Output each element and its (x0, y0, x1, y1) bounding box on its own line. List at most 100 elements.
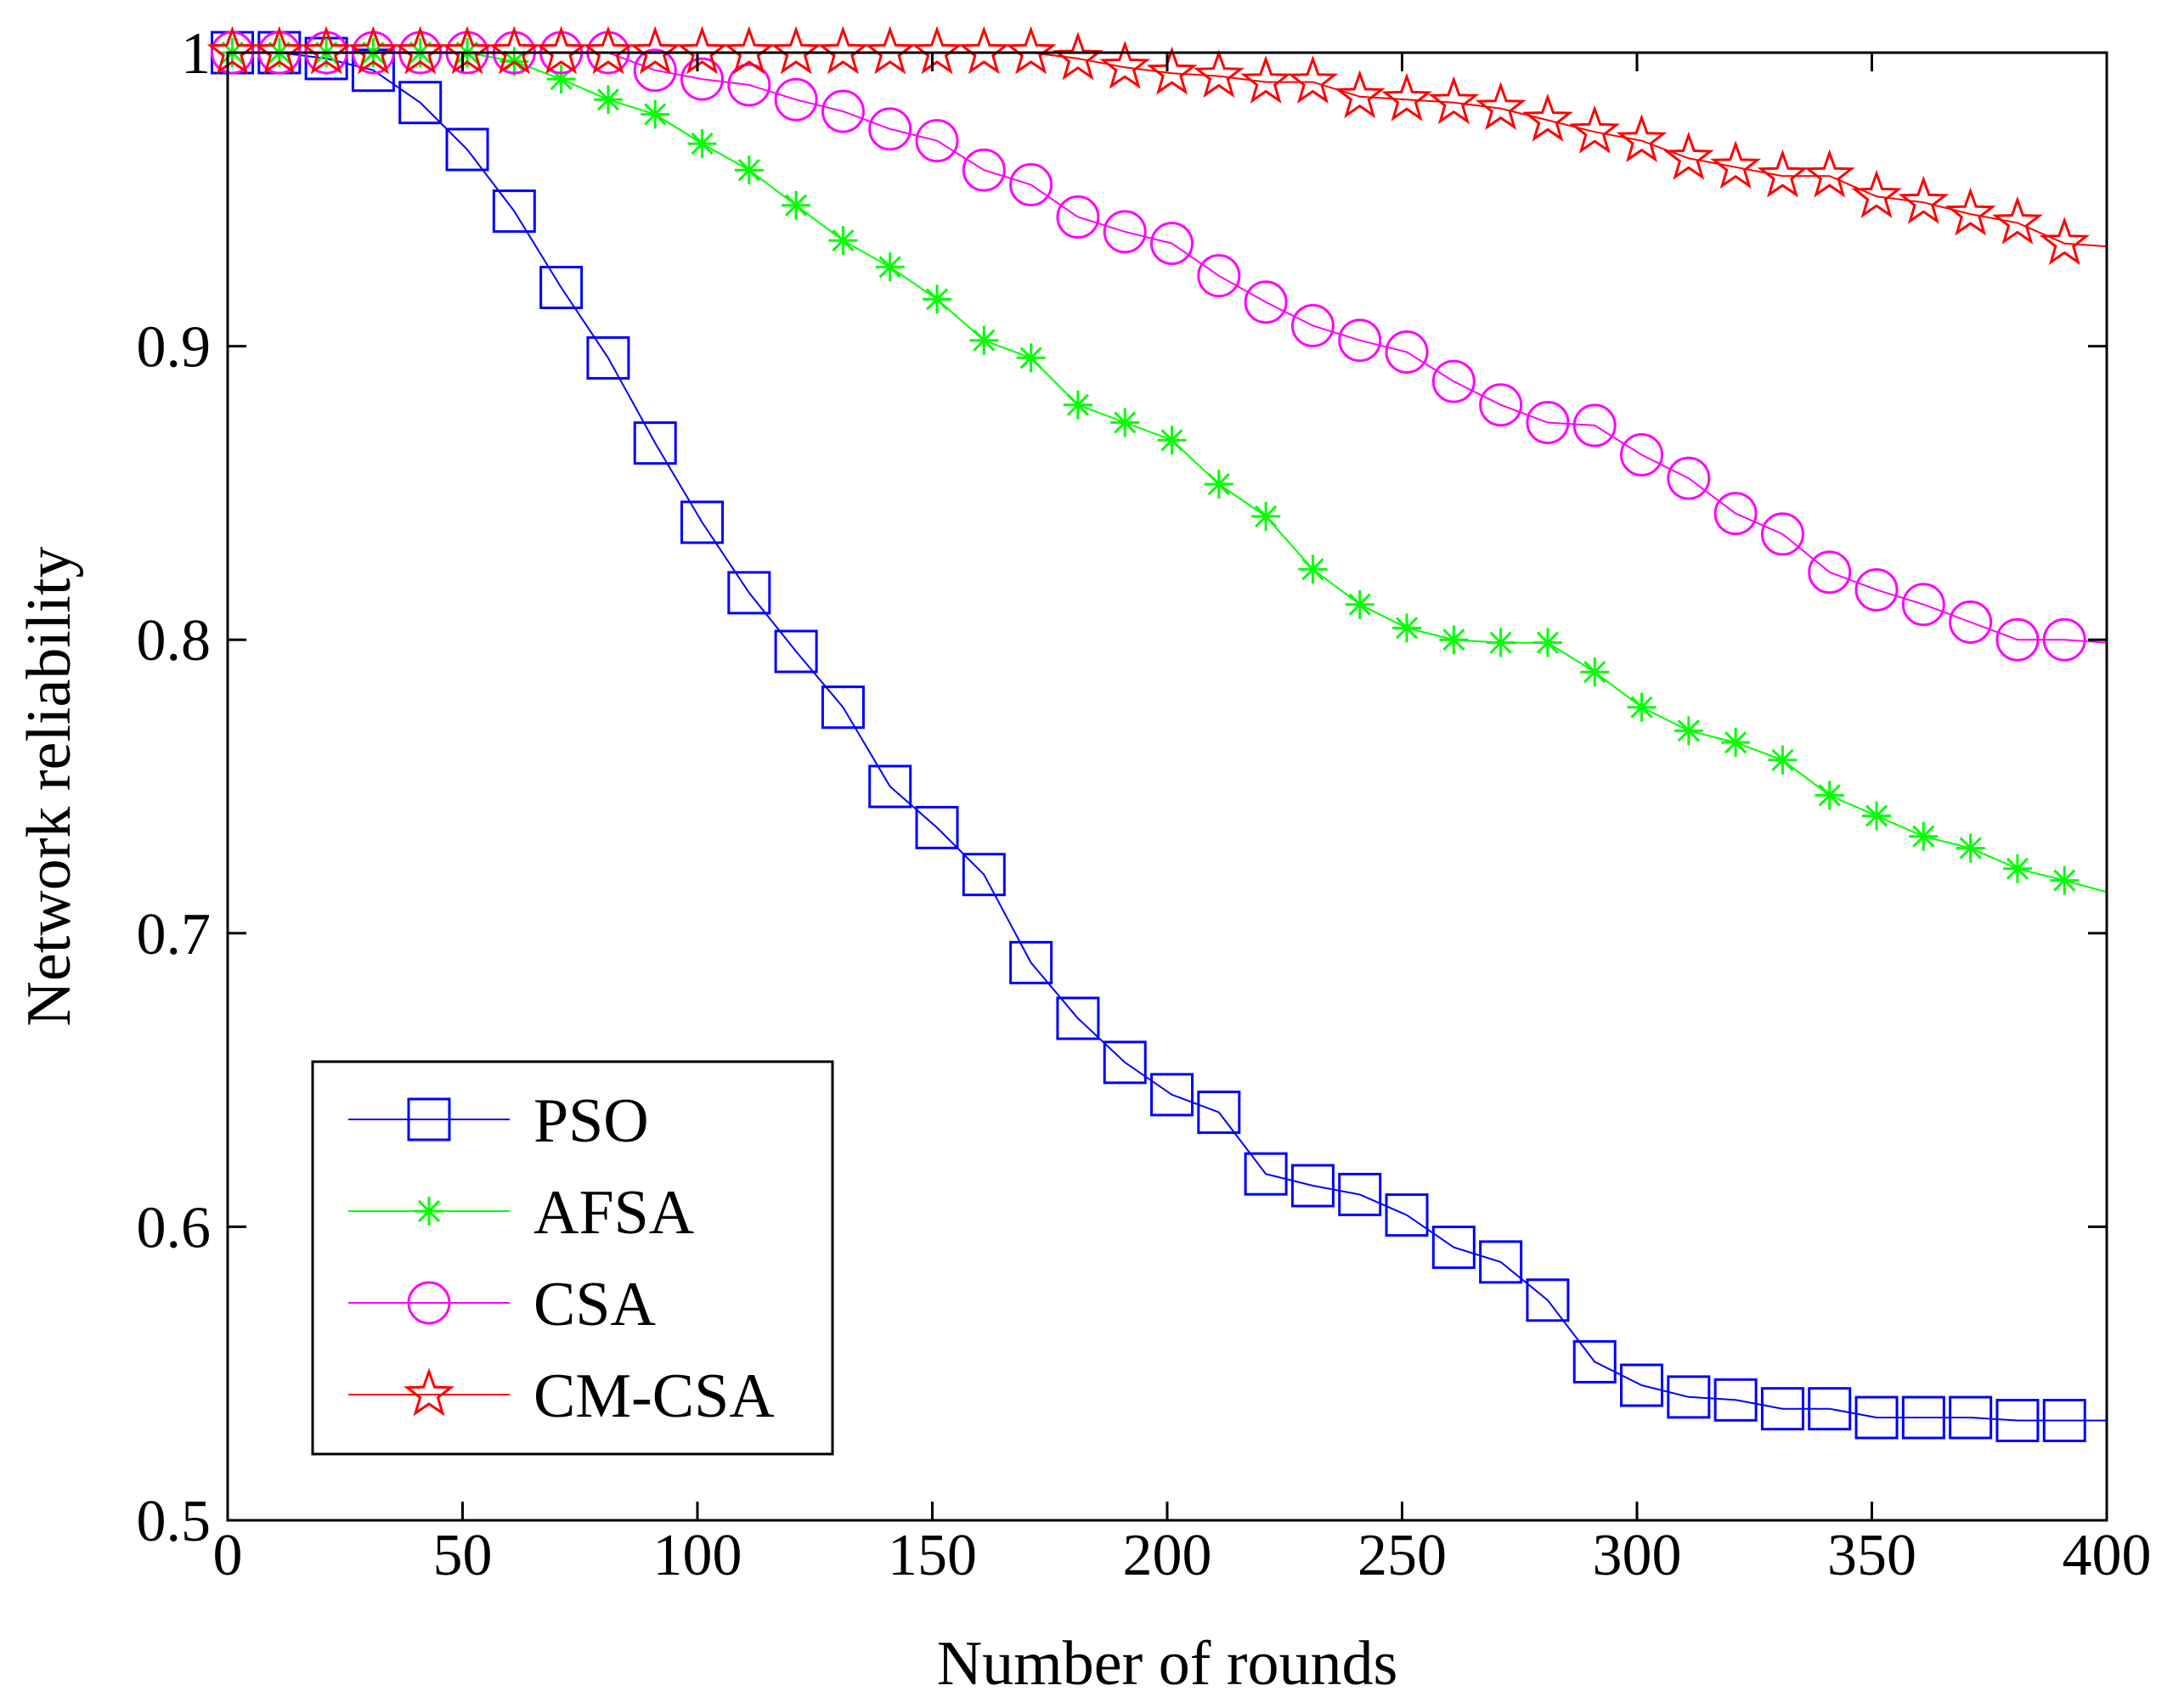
data-point-pso (774, 629, 818, 674)
data-point-csa (1949, 600, 1993, 644)
data-point-cm-csa (394, 25, 446, 75)
data-point-afsa (2002, 854, 2032, 883)
y-tick-label: 0.9 (137, 315, 212, 380)
x-tick-label: 250 (1357, 1523, 1447, 1588)
x-tick-label: 350 (1827, 1523, 1916, 1588)
data-point-afsa (1157, 426, 1187, 455)
data-point-cm-csa (1475, 82, 1527, 131)
data-point-cm-csa (347, 25, 399, 75)
data-point-cm-csa (1569, 104, 1621, 154)
data-point-cm-csa (253, 25, 305, 75)
data-point-pso (1338, 1172, 1382, 1216)
data-point-cm-csa (817, 25, 869, 75)
series-cm-csa (206, 25, 2108, 266)
data-point-csa (962, 148, 1006, 192)
data-point-afsa (969, 325, 999, 355)
data-point-cm-csa (723, 25, 775, 75)
data-point-pso (727, 571, 771, 615)
data-point-csa (1385, 330, 1429, 375)
data-point-cm-csa (676, 25, 728, 75)
data-point-pso (633, 421, 677, 465)
data-point-pso (680, 500, 725, 544)
data-point-pso (962, 853, 1006, 897)
data-point-csa (1901, 583, 1945, 627)
data-point-csa (821, 89, 865, 133)
data-point-csa (1808, 550, 1852, 595)
data-point-csa (1620, 432, 1664, 476)
data-point-afsa (1016, 343, 1046, 373)
x-tick-label: 400 (2063, 1523, 2152, 1588)
data-point-csa (1713, 492, 1758, 536)
data-point-csa (1526, 400, 1570, 444)
data-point-pso (1667, 1375, 1711, 1419)
data-point-afsa (1956, 833, 1985, 863)
data-point-csa (633, 48, 677, 93)
data-point-pso (2042, 1398, 2086, 1442)
data-point-afsa (546, 65, 576, 94)
data-point-cm-csa (1757, 149, 1809, 198)
data-point-csa (1995, 617, 2040, 662)
x-axis-title: Number of rounds (937, 1629, 1398, 1699)
data-point-csa (1197, 254, 1241, 298)
data-point-afsa (875, 252, 905, 282)
data-point-csa (1338, 318, 1382, 363)
data-point-afsa (782, 190, 811, 220)
data-point-pso (1197, 1091, 1241, 1135)
data-point-cm-csa (1287, 55, 1339, 104)
data-point-cm-csa (1381, 72, 1432, 121)
y-tick-label: 0.5 (137, 1489, 212, 1554)
y-tick-label: 0.8 (137, 608, 212, 674)
data-point-afsa (1862, 801, 1892, 831)
data-point-csa (1009, 163, 1053, 207)
data-point-cm-csa (864, 25, 916, 75)
data-point-pso (1760, 1387, 1804, 1431)
data-point-pso (398, 81, 443, 125)
legend-box (311, 1060, 834, 1456)
data-point-cm-csa (1053, 31, 1103, 81)
data-point-cm-csa (583, 25, 634, 75)
data-point-pso (1009, 940, 1053, 984)
data-point-afsa (1673, 716, 1703, 746)
legend-marker-afsa (415, 1197, 443, 1226)
data-point-pso (1150, 1073, 1194, 1117)
x-tick-label: 300 (1593, 1523, 1682, 1588)
data-point-cm-csa (1662, 131, 1714, 180)
data-point-afsa (641, 99, 670, 129)
data-point-pso (1431, 1226, 1476, 1270)
data-point-pso (1244, 1152, 1288, 1196)
legend-marker-csa (407, 1281, 451, 1325)
data-point-cm-csa (1240, 55, 1292, 104)
legend-entry-pso: PSO (348, 1086, 649, 1156)
data-point-pso (868, 764, 912, 809)
data-point-afsa (828, 226, 858, 256)
data-point-afsa (1439, 625, 1469, 655)
data-point-pso (1103, 1040, 1147, 1085)
x-tick-label: 0 (213, 1523, 243, 1588)
data-point-pso (821, 685, 865, 730)
data-point-afsa (923, 285, 952, 314)
data-point-cm-csa (770, 25, 822, 75)
data-point-csa (868, 107, 912, 151)
legend-label-cm-csa: CM-CSA (533, 1361, 775, 1431)
data-point-cm-csa (301, 25, 353, 75)
data-point-cm-csa (912, 25, 962, 75)
x-tick-label: 200 (1123, 1523, 1212, 1588)
data-point-cm-csa (1803, 149, 1855, 198)
data-point-cm-csa (535, 25, 587, 75)
data-point-pso (1056, 996, 1100, 1040)
data-point-csa (2042, 617, 2086, 662)
data-point-afsa (1532, 628, 1562, 657)
data-point-csa (1667, 456, 1711, 500)
data-point-afsa (1486, 628, 1515, 657)
data-point-csa (1056, 195, 1100, 240)
data-point-cm-csa (1944, 187, 1996, 236)
data-point-pso (492, 189, 536, 234)
data-point-afsa (1909, 821, 1939, 851)
data-point-afsa (1721, 728, 1751, 758)
data-point-csa (1244, 280, 1288, 324)
y-tick-label: 1 (181, 21, 211, 87)
data-point-afsa (734, 155, 764, 185)
data-point-csa (1479, 383, 1523, 427)
data-point-afsa (1298, 555, 1328, 584)
data-point-pso (539, 265, 584, 309)
